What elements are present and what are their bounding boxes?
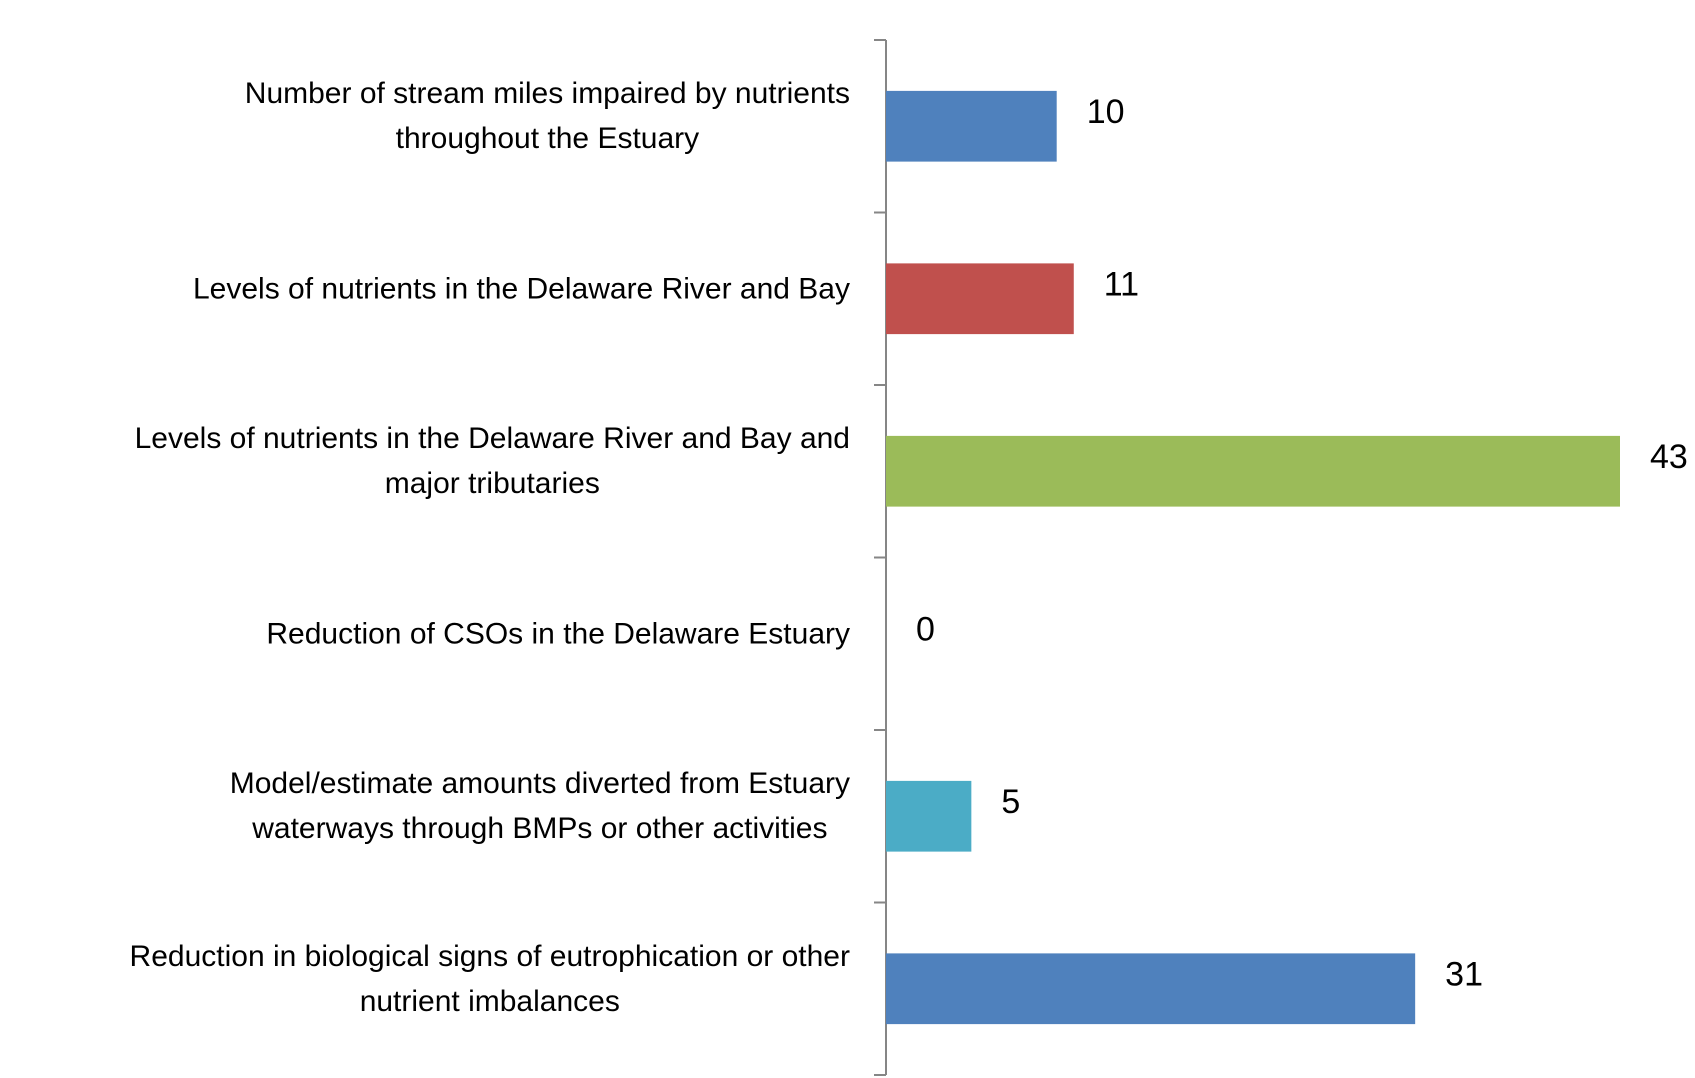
bar	[886, 780, 972, 852]
bar	[886, 953, 1416, 1025]
bar	[886, 435, 1620, 507]
category-label: Levels of nutrients in the Delaware Rive…	[134, 422, 850, 501]
value-label: 5	[1001, 783, 1020, 821]
category-label: Levels of nutrients in the Delaware Rive…	[192, 272, 850, 306]
category-label: Reduction of CSOs in the Delaware Estuar…	[266, 617, 850, 651]
category-label: Reduction in biological signs of eutroph…	[129, 939, 850, 1018]
category-label: Model/estimate amounts diverted from Est…	[229, 767, 850, 846]
value-label: 0	[916, 611, 935, 649]
value-label: 43	[1650, 438, 1688, 476]
value-label: 31	[1445, 956, 1483, 994]
value-label: 11	[1104, 266, 1139, 304]
bar	[886, 90, 1057, 162]
value-label: 10	[1087, 93, 1125, 131]
category-label: Number of stream miles impaired by nutri…	[244, 77, 850, 156]
bar	[886, 263, 1074, 335]
